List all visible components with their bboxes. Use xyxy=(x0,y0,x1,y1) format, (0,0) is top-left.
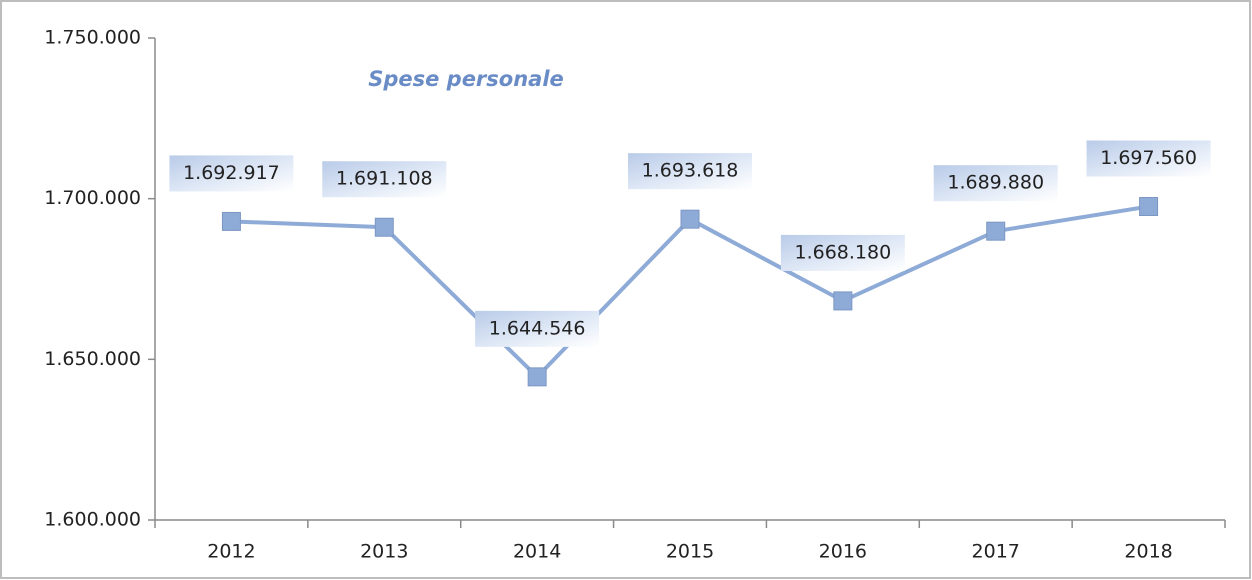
marker xyxy=(680,209,700,229)
y-tick-label: 1.650.000 xyxy=(44,348,141,370)
x-tick-label: 2017 xyxy=(972,541,1020,563)
x-tick-label: 2015 xyxy=(666,541,714,563)
data-label-box xyxy=(933,165,1058,202)
x-tick-label: 2013 xyxy=(360,541,408,563)
x-tick-label: 2012 xyxy=(207,541,255,563)
marker xyxy=(221,211,241,231)
data-label-box xyxy=(1086,140,1211,177)
data-label-box xyxy=(780,234,905,271)
data-label: 1.692.917 xyxy=(183,162,280,184)
data-label: 1.668.180 xyxy=(795,241,892,263)
data-label: 1.697.560 xyxy=(1100,147,1197,169)
y-tick-label: 1.750.000 xyxy=(44,27,141,49)
marker xyxy=(833,291,853,311)
x-tick-label: 2016 xyxy=(819,541,867,563)
marker xyxy=(374,217,394,237)
data-label-box xyxy=(322,161,447,198)
data-label: 1.689.880 xyxy=(947,172,1044,194)
marker xyxy=(986,221,1006,241)
data-label: 1.691.108 xyxy=(336,168,433,190)
data-label-box xyxy=(169,155,294,192)
data-label-box xyxy=(628,153,752,190)
marker xyxy=(1139,197,1159,217)
x-tick-label: 2018 xyxy=(1124,541,1172,563)
marker xyxy=(527,367,547,387)
y-tick-label: 1.600.000 xyxy=(44,509,141,531)
chart-title: Spese personale xyxy=(368,67,564,91)
data-label: 1.644.546 xyxy=(489,317,586,339)
y-tick-label: 1.700.000 xyxy=(44,187,141,209)
data-label: 1.693.618 xyxy=(642,160,739,182)
x-tick-label: 2014 xyxy=(513,541,561,563)
data-label-box xyxy=(475,310,600,347)
